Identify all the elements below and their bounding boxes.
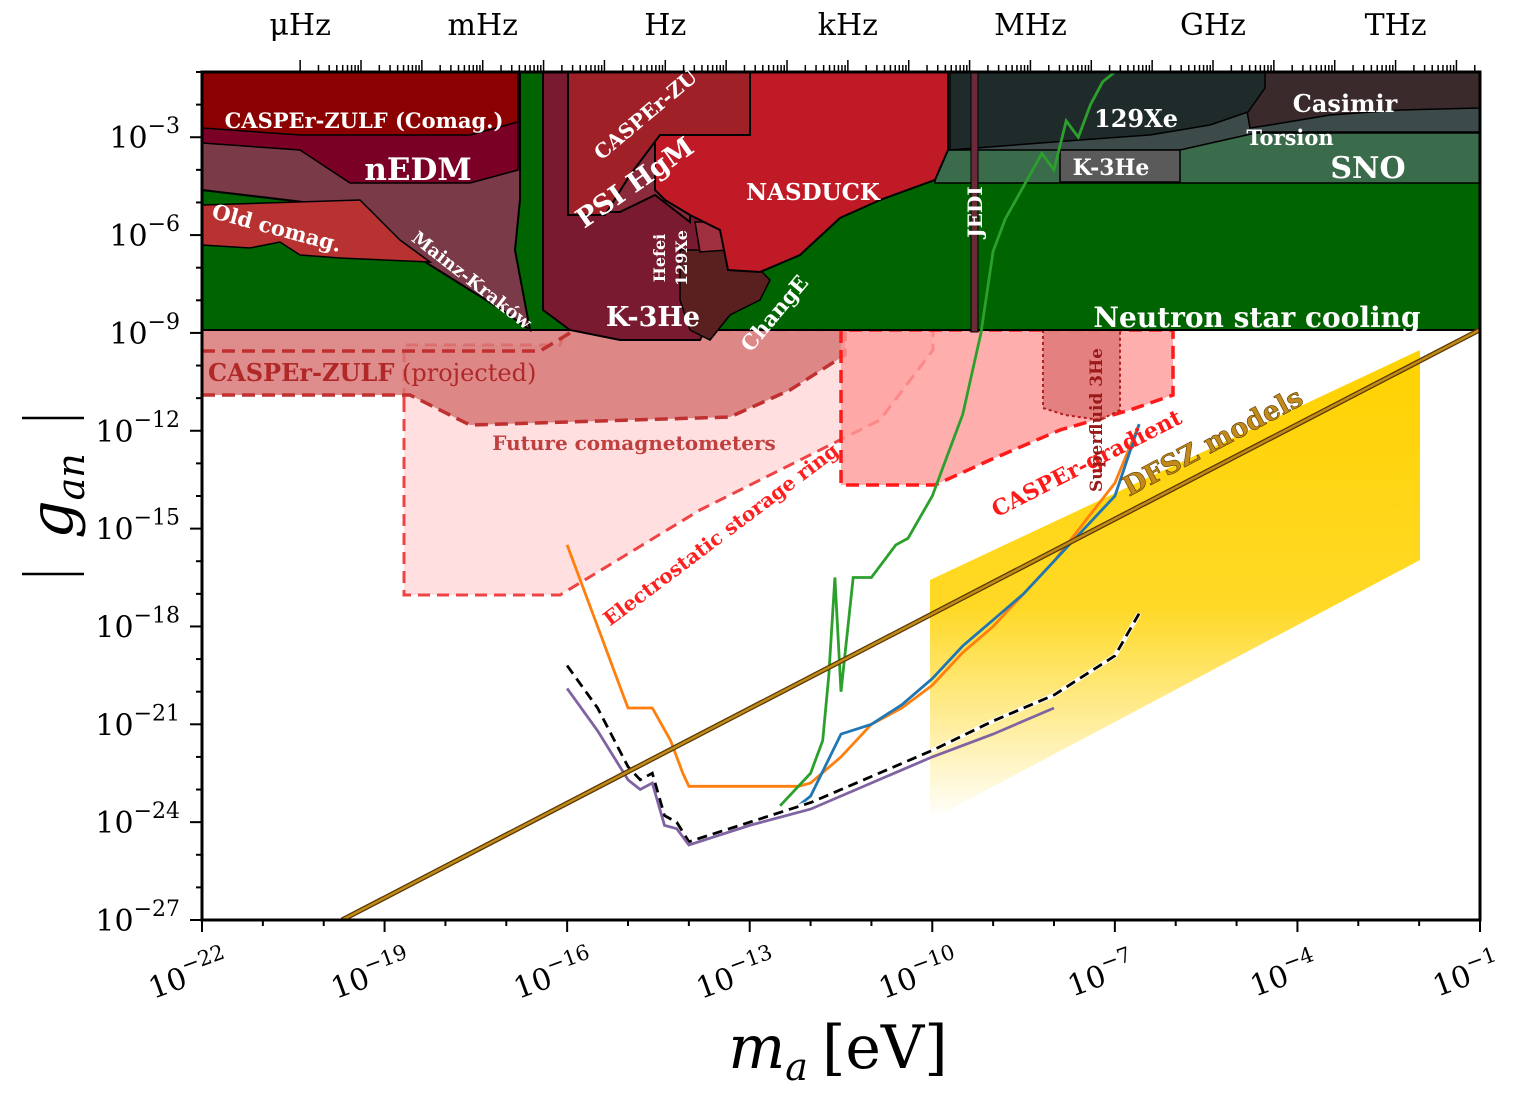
y-axis-var: g (17, 500, 87, 538)
casimir-region (1239, 72, 1480, 129)
top-axis-label: GHz (1180, 8, 1246, 43)
x-tick-label: 10−10 (872, 940, 964, 1007)
label-sno: SNO (1330, 151, 1405, 186)
label-hefei-2: 129Xe (672, 230, 691, 286)
label-caszulf-comag: CASPEr-ZULF (Comag.) (225, 108, 504, 133)
top-axis-label: MHz (994, 8, 1067, 43)
old-comag-region (202, 199, 433, 263)
y-axis-title: gan (17, 453, 93, 539)
label-hefei-1: Hefei (650, 234, 669, 282)
k3he-right-region (1059, 149, 1181, 183)
top-axis-label: mHz (448, 8, 518, 43)
label-nasduck: NASDUCK (746, 179, 881, 206)
x-tick-label: 10−19 (325, 940, 417, 1007)
label-torsion: Torsion (1246, 125, 1333, 150)
x-tick-label: 10−7 (1061, 942, 1140, 1004)
y-tick-label: 10−3 (109, 114, 180, 156)
label-jedi: JEDI (963, 186, 987, 239)
label-nedm: nEDM (364, 152, 471, 188)
y-tick-label: 10−15 (95, 506, 180, 548)
y-tick-label: 10−12 (95, 408, 180, 450)
caszulf-short-region (567, 72, 751, 216)
y-tick-label: 10−21 (95, 701, 180, 743)
x-axis-title: ma [eV] (728, 1013, 947, 1089)
dfsz-band (930, 350, 1420, 820)
jedi-region (970, 72, 979, 333)
label-casimir: Casimir (1293, 89, 1398, 118)
label-caszulf-projected-rest: (projected) (402, 359, 536, 387)
y-tick-label: 10−18 (95, 603, 180, 645)
series-line-2 (779, 72, 1116, 807)
y-tick-label: 10−6 (109, 212, 180, 254)
x-tick-label: 10−16 (507, 940, 599, 1007)
label-k3he-right: K-3He (1073, 155, 1150, 181)
y-axis-sub: an (49, 453, 93, 500)
top-axis-label: THz (1365, 8, 1427, 43)
superfluid-3he-region (1042, 329, 1121, 422)
x-axis-var: m (728, 1013, 785, 1083)
x-tick-label: 10−4 (1244, 942, 1323, 1004)
label-superfluid-3he: Superfluid 3He (1087, 348, 1107, 492)
x-axis-sub: a (785, 1045, 808, 1089)
top-axis-label: μHz (269, 8, 330, 43)
y-tick-label: 10−9 (109, 310, 180, 352)
top-axis-label: Hz (644, 8, 686, 43)
series-line-3 (565, 612, 1141, 844)
caszulf-comag-region (202, 72, 519, 136)
series-line-5 (341, 328, 1480, 920)
label-future-comagnetometers: Future comagnetometers (492, 431, 776, 455)
x-tick-label: 10−22 (142, 940, 234, 1007)
x-tick-label: 10−13 (690, 940, 782, 1007)
y-tick-label: 10−27 (95, 897, 180, 939)
top-axis-label: kHz (818, 8, 878, 43)
label-neutron-star-cooling: Neutron star cooling (1093, 301, 1420, 334)
label-caszulf-projected-bold: CASPEr-ZULF (208, 358, 394, 387)
label-xe129: 129Xe (1094, 104, 1178, 133)
x-axis-unit: [eV] (822, 1013, 948, 1083)
xe129-region (949, 72, 1266, 151)
label-caszulf-projected: CASPEr-ZULF (projected) (208, 358, 536, 387)
x-tick-label: 10−1 (1426, 942, 1505, 1004)
label-k3he-left: K-3He (606, 302, 700, 333)
caszulf-projected-region (202, 330, 845, 425)
y-tick-label: 10−24 (95, 799, 180, 841)
series-line-1 (797, 423, 1141, 807)
series-line-4 (565, 687, 1055, 847)
